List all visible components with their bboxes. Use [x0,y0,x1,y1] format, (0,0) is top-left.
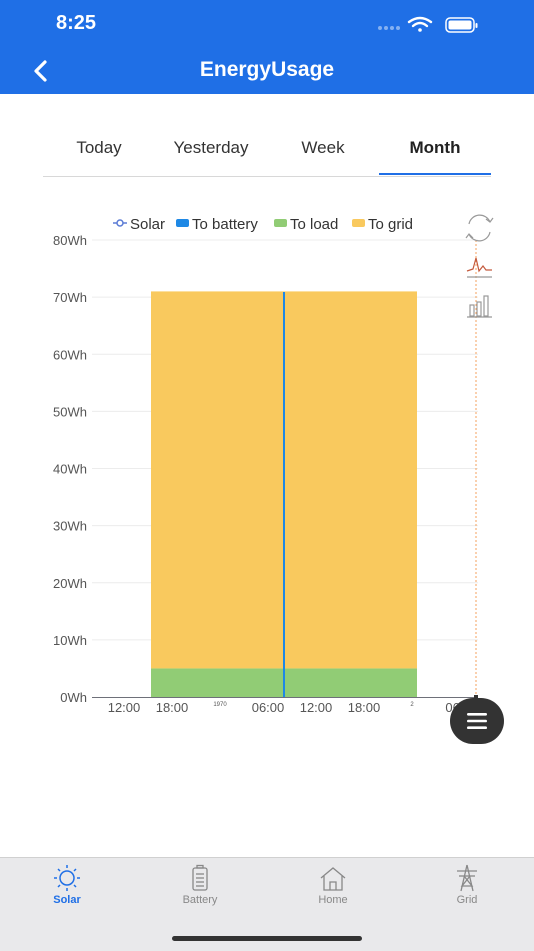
tabbar-label-solar: Solar [53,894,81,906]
power-tower-icon [457,864,477,892]
tab-today[interactable]: Today [76,138,122,157]
legend-label-solar: Solar [130,216,165,233]
y-tick-label: 20Wh [53,576,87,591]
tab-week[interactable]: Week [301,138,345,157]
tab-yesterday[interactable]: Yesterday [173,138,249,157]
y-tick-label: 60Wh [53,347,87,362]
battery-status-icon [445,17,478,33]
active-tab-indicator [379,173,491,175]
tabbar-label-battery: Battery [182,894,218,906]
legend-to-grid[interactable]: To grid [352,216,413,233]
datazoom-handle[interactable] [474,695,478,700]
app-header: EnergyUsage [0,48,534,94]
y-tick-label: 50Wh [53,404,87,419]
x-tick-label: 18:00 [348,700,381,715]
y-tick-label: 0Wh [60,690,87,705]
tabbar-item-home[interactable]: Home [293,864,373,906]
wifi-icon [407,16,433,32]
y-tick-label: 40Wh [53,462,87,477]
tabbar-label-home: Home [318,894,348,906]
energy-chart: Solar To battery To load To grid 0Wh 10Wh… [53,214,494,715]
bottom-tab-bar: Solar Battery Home Grid [0,857,534,951]
menu-icon [467,713,487,729]
legend-label-to-load: To load [290,216,338,233]
restore-icon[interactable] [465,214,494,242]
tabbar-item-grid[interactable]: Grid [427,864,507,906]
legend-to-load[interactable]: To load [274,216,338,233]
status-time: 8:25 [56,12,97,34]
tabbar-label-grid: Grid [456,894,478,906]
home-icon [320,867,346,891]
tabbar-item-solar[interactable]: Solar [27,864,107,906]
page-title: EnergyUsage [199,58,335,81]
menu-fab[interactable] [450,698,504,744]
y-tick-label: 10Wh [53,633,87,648]
status-bar: 8:25 [0,0,534,48]
chevron-left-icon[interactable] [26,56,56,86]
period-tabs: Today Yesterday Week Month [43,126,491,177]
signal-icon [378,26,400,30]
legend-solar[interactable]: Solar [113,216,165,233]
y-tick-label: 80Wh [53,233,87,248]
bar-chart-icon[interactable] [467,295,492,318]
y-tick-label: 30Wh [53,519,87,534]
y-axis: 0Wh 10Wh 20Wh 30Wh 40Wh 50Wh 60Wh 70Wh 80Wh [53,233,87,705]
y-tick-label: 70Wh [53,290,87,305]
home-indicator [172,936,362,941]
status-icons [378,16,478,33]
x-tick-label: 06:00 [252,700,285,715]
x-tick-label: 1970 [213,702,227,708]
legend-to-battery[interactable]: To battery [176,216,258,233]
line-chart-icon[interactable] [466,257,492,278]
legend-label-to-grid: To grid [368,216,413,233]
legend-label-to-battery: To battery [192,216,258,233]
x-tick-label: 12:00 [300,700,333,715]
x-tick-label: 2 [410,702,414,708]
tab-month[interactable]: Month [409,138,461,157]
legend: Solar To battery To load To grid [113,216,413,233]
x-tick-label: 12:00 [108,700,141,715]
sun-icon [54,865,80,891]
x-tick-label: 18:00 [156,700,189,715]
tabbar-item-battery[interactable]: Battery [160,864,240,906]
battery-icon [192,864,208,891]
